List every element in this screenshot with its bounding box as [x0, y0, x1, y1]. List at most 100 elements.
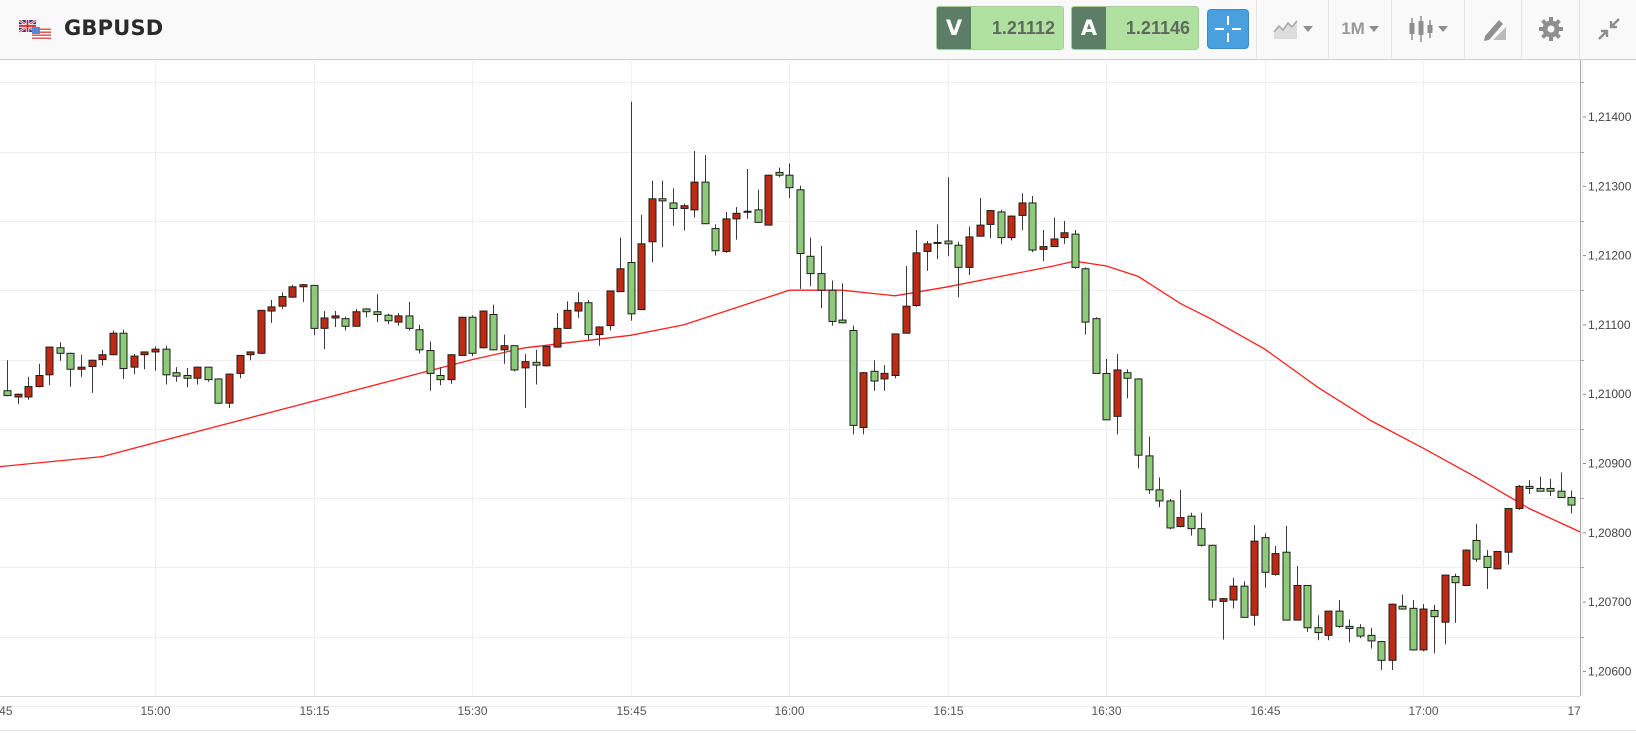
candle-body-down	[838, 319, 847, 324]
candle-body-down	[172, 372, 181, 377]
candle-body-down	[1377, 641, 1386, 661]
time-axis-label: 15:30	[457, 704, 487, 718]
candle	[584, 299, 593, 340]
candle-body-down	[711, 228, 720, 252]
candle-body-down	[373, 311, 382, 316]
candle-body-down	[1197, 528, 1206, 546]
candle	[214, 378, 223, 404]
draw-tool-icon	[1484, 20, 1506, 41]
candle	[1113, 354, 1122, 435]
candle	[394, 313, 403, 326]
candle-body-down	[183, 374, 192, 379]
chart-type-button[interactable]	[1262, 0, 1324, 58]
candle-body-up	[1113, 369, 1122, 417]
candle-body-down	[1261, 537, 1270, 573]
candle	[479, 310, 488, 349]
candle-body-up	[278, 295, 287, 307]
candle	[1092, 317, 1101, 374]
buy-label: A	[1072, 7, 1106, 49]
candle-body-down	[1208, 544, 1217, 601]
candle-body-up	[225, 373, 234, 404]
price-axis-label: 1,20900	[1588, 457, 1632, 471]
candle-body-down	[1314, 627, 1323, 634]
timeframe-dropdown[interactable]: 1M	[1332, 0, 1388, 58]
candle	[595, 326, 604, 346]
candle-body-up	[288, 286, 297, 298]
candle	[711, 224, 720, 256]
candle	[1007, 215, 1016, 241]
candle	[1388, 603, 1397, 671]
crosshair-button[interactable]	[1207, 9, 1249, 49]
candle-body-up	[521, 361, 530, 369]
candle	[1187, 512, 1196, 536]
candle-body-up	[458, 316, 467, 356]
price-chart[interactable]: 1,21400 1,21300 1,21200 1,21100 1,21000 1,209…	[0, 60, 1636, 733]
candle	[140, 351, 149, 370]
candle-body-up	[606, 290, 615, 327]
candle-body-down	[415, 329, 424, 351]
candle-body-down	[1145, 455, 1154, 491]
time-axis-label: 16:30	[1091, 704, 1121, 718]
candle	[542, 345, 551, 367]
candle-body-up	[1493, 551, 1502, 570]
candle	[1123, 369, 1132, 399]
candle	[1483, 550, 1492, 589]
price-axis: 1,21400 1,21300 1,21200 1,21100 1,21000 1,209…	[1580, 82, 1632, 678]
candle-body-up	[447, 354, 456, 381]
candle	[986, 209, 995, 239]
candle	[775, 167, 784, 178]
time-axis-label: 14:45	[0, 704, 13, 718]
draw-tools-button[interactable]	[1468, 0, 1520, 58]
candle	[362, 308, 371, 318]
candle	[1018, 193, 1027, 230]
price-axis-label: 1,21300	[1588, 179, 1632, 193]
candle-body-up	[1039, 246, 1048, 250]
gear-icon	[1539, 17, 1563, 41]
toolbar-divider	[1464, 0, 1465, 58]
candle-body-up	[1324, 610, 1333, 636]
sell-button[interactable]: V 1.21112	[936, 6, 1064, 50]
candle-body-up	[986, 210, 995, 225]
candle-body-up	[257, 309, 266, 354]
time-axis-label: 16:00	[774, 704, 804, 718]
chevron-down-icon	[1438, 26, 1448, 32]
candle	[743, 168, 752, 219]
candle-body-down	[658, 198, 667, 202]
candle-body-up	[542, 345, 551, 367]
candle-body-up	[595, 326, 604, 336]
candle	[436, 367, 445, 386]
candle-body-down	[1282, 551, 1291, 621]
candle	[1472, 523, 1481, 562]
candle-body-up	[151, 348, 160, 353]
candle	[997, 209, 1006, 244]
candle	[902, 265, 911, 334]
buy-button[interactable]: A 1.21146	[1071, 6, 1199, 50]
price-axis-label: 1,21000	[1588, 387, 1632, 401]
settings-button[interactable]	[1525, 0, 1577, 58]
candle-body-up	[479, 310, 488, 349]
candle	[193, 366, 202, 385]
candle	[944, 177, 953, 257]
grid-lines	[0, 60, 1583, 707]
compress-button[interactable]	[1582, 0, 1636, 58]
candle	[1525, 480, 1534, 494]
candle-body-down	[426, 350, 435, 374]
candle-body-down	[1483, 555, 1492, 568]
candle	[1398, 594, 1407, 610]
candle-body-up	[1293, 584, 1302, 621]
candle	[1176, 489, 1185, 528]
candle-body-down	[1557, 490, 1566, 498]
candle-body-up	[859, 372, 868, 428]
candle	[1134, 378, 1143, 469]
candle	[669, 188, 678, 226]
time-axis-label: 16:45	[1250, 704, 1280, 718]
candle	[1314, 615, 1323, 641]
candle-body-down	[1092, 318, 1101, 374]
candle-body-down	[828, 289, 837, 322]
candle	[1071, 229, 1080, 269]
candle	[1367, 627, 1376, 649]
sell-price: 1.21112	[971, 7, 1063, 49]
candle-body-down	[775, 171, 784, 176]
sell-label: V	[937, 7, 971, 49]
candle-style-button[interactable]	[1395, 0, 1461, 58]
